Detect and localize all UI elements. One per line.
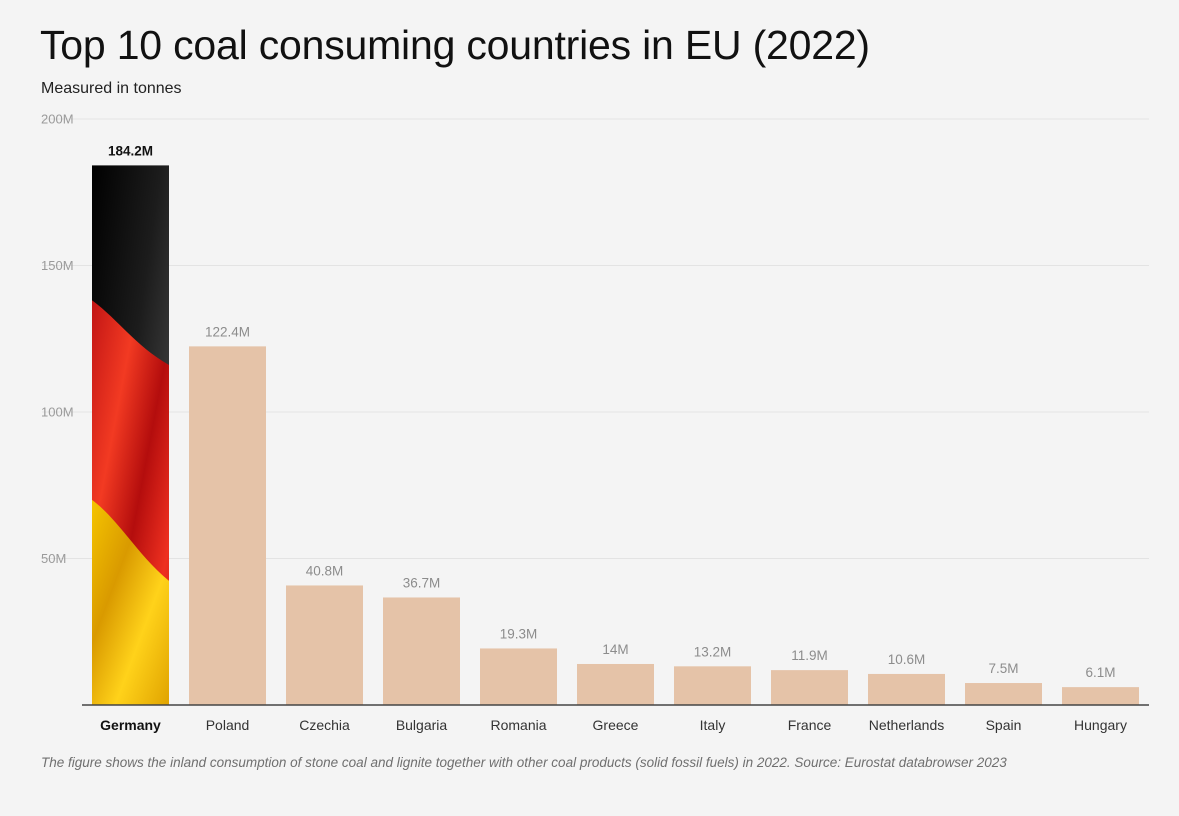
gridlines: 50M 100M 150M 200M (41, 112, 1149, 566)
bar-netherlands (868, 673, 945, 705)
value-label: 6.1M (1085, 665, 1115, 680)
source-note: The figure shows the inland consumption … (41, 755, 1007, 770)
y-tick-label: 50M (41, 551, 66, 566)
category-label: France (788, 717, 832, 733)
category-label: Spain (986, 717, 1022, 733)
value-label: 7.5M (988, 661, 1018, 676)
value-label: 40.8M (306, 563, 344, 578)
chart-subtitle: Measured in tonnes (41, 80, 182, 97)
category-label: Italy (700, 717, 726, 733)
value-label: 122.4M (205, 324, 250, 339)
bar-czechia (286, 585, 363, 705)
bar-hungary (1062, 687, 1139, 705)
category-label: Greece (593, 717, 639, 733)
category-label: Netherlands (869, 717, 945, 733)
bar-romania (480, 648, 557, 705)
value-label: 11.9M (791, 648, 828, 663)
bar-germany (92, 165, 169, 705)
y-tick-label: 200M (41, 112, 74, 127)
value-label: 19.3M (500, 626, 538, 641)
bars (92, 165, 1139, 705)
y-tick-label: 150M (41, 258, 74, 273)
bar-greece (577, 663, 654, 705)
value-labels: 184.2M 122.4M 40.8M 36.7M 19.3M 14M 13.2M 11.9M… (108, 143, 1116, 680)
value-label: 14M (602, 642, 628, 657)
category-label: Bulgaria (396, 717, 448, 733)
bar-bulgaria (383, 597, 460, 705)
bar-poland (189, 346, 266, 705)
value-label: 13.2M (694, 644, 732, 659)
value-label: 184.2M (108, 143, 153, 158)
category-label: Poland (206, 717, 250, 733)
bar-spain (965, 683, 1042, 705)
flag-gold-band (92, 499, 169, 705)
bar-france (771, 670, 848, 705)
category-label: Hungary (1074, 717, 1127, 733)
y-tick-label: 100M (41, 405, 74, 420)
category-labels: Germany Poland Czechia Bulgaria Romania Greec… (100, 717, 1127, 733)
bar-chart: 50M 100M 150M 200M 184.2M 122.4M 40.8M 36.7M 19… (41, 112, 1149, 733)
category-label: Czechia (299, 717, 350, 733)
category-label: Romania (490, 717, 546, 733)
bar-italy (674, 666, 751, 705)
value-label: 36.7M (403, 575, 441, 590)
chart-title: Top 10 coal consuming countries in EU (2… (40, 22, 870, 68)
category-label: Germany (100, 717, 161, 733)
value-label: 10.6M (888, 652, 926, 667)
